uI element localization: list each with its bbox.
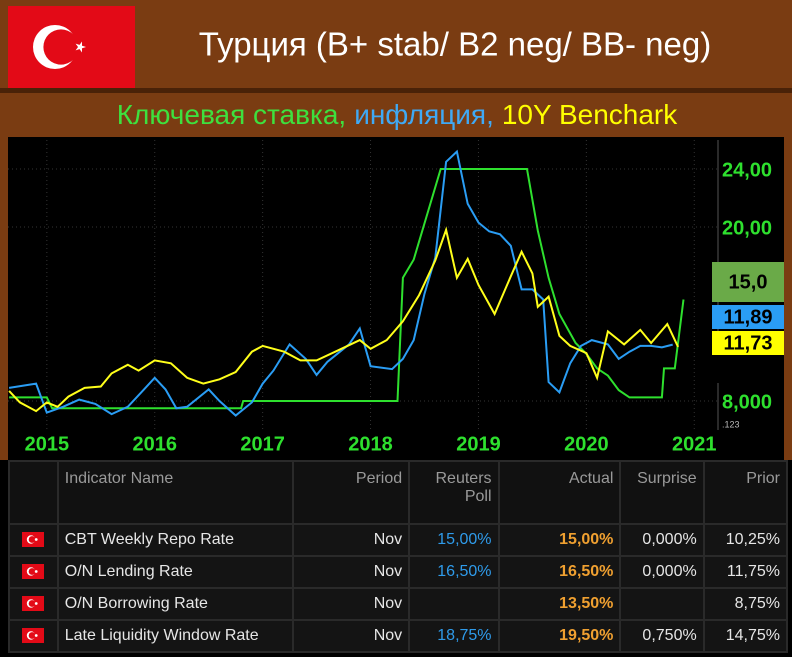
subtitle-part: инфляция, — [354, 99, 494, 130]
chart: Турция (B+ stab/ B2 neg/ BB- neg) Ключев… — [0, 0, 792, 460]
x-tick-label: 2016 — [132, 433, 177, 455]
cell-period: Nov — [292, 619, 411, 653]
cell-surprise: 0,750% — [619, 619, 705, 653]
title: Турция (B+ stab/ B2 neg/ BB- neg) — [199, 26, 711, 63]
y-tick-label: 8,000 — [722, 391, 772, 413]
row-flag — [22, 628, 45, 644]
cell-prior: 10,25% — [702, 523, 789, 557]
table-row[interactable]: CBT Weekly Repo Rate Nov 15,00% 15,00% 0,000… — [8, 523, 789, 557]
x-tick-label: 2015 — [25, 433, 70, 455]
plot-background — [8, 137, 784, 460]
cell-name: Late Liquidity Window Rate — [56, 619, 295, 653]
row-flag — [22, 596, 45, 612]
row-flag — [22, 564, 45, 580]
series-line — [8, 226, 680, 413]
cell-surprise — [619, 587, 705, 621]
y-tick-label: 20,00 — [722, 217, 772, 239]
column-header: Reuters Poll — [408, 460, 500, 525]
series-line — [9, 168, 685, 410]
subtitle: Ключевая ставка, инфляция, 10Y Benchark — [117, 99, 678, 130]
table-row[interactable]: Late Liquidity Window Rate Nov 18,75% 19,50… — [8, 619, 789, 653]
cell-poll: 18,75% — [408, 619, 500, 653]
table-row[interactable]: O/N Borrowing Rate Nov 13,50% 8,75% — [8, 587, 789, 621]
cell-period: Nov — [292, 555, 411, 589]
cell-actual: 15,00% — [497, 523, 622, 557]
x-tick-label: 2019 — [456, 433, 501, 455]
flag-cell — [8, 619, 59, 653]
last-value-label: 15,0 — [729, 271, 768, 293]
cell-surprise: 0,000% — [619, 523, 705, 557]
cell-period: Nov — [292, 587, 411, 621]
x-tick-label: 2021 — [672, 433, 717, 455]
column-header: Actual — [497, 460, 622, 525]
table-row[interactable]: O/N Lending Rate Nov 16,50% 16,50% 0,000% 11,… — [8, 555, 789, 589]
series-line — [8, 149, 673, 417]
axis-badge: .123 — [722, 419, 740, 429]
flag-star — [75, 41, 86, 53]
subtitle-part: 10Y Benchark — [502, 99, 678, 130]
cell-poll — [408, 587, 500, 621]
row-flag — [22, 532, 45, 548]
column-header: Indicator Name — [56, 460, 295, 525]
subtitle-part: Ключевая ставка, — [117, 99, 346, 130]
column-header: Surprise — [619, 460, 705, 525]
flag-column-header — [8, 460, 59, 525]
x-tick-label: 2018 — [348, 433, 393, 455]
cell-poll: 16,50% — [408, 555, 500, 589]
cell-name: CBT Weekly Repo Rate — [56, 523, 295, 557]
cell-actual: 19,50% — [497, 619, 622, 653]
last-value-tag — [712, 305, 784, 329]
flag-crescent-cut — [43, 29, 79, 65]
x-tick-label: 2017 — [240, 433, 285, 455]
flag-cell — [8, 523, 59, 557]
last-value-label: 11,89 — [724, 306, 773, 328]
cell-name: O/N Borrowing Rate — [56, 587, 295, 621]
flag-cell — [8, 587, 59, 621]
indicator-table: Indicator Name Period Reuters Poll Actual Su… — [8, 460, 789, 653]
tag-shade — [712, 355, 784, 383]
cell-poll: 15,00% — [408, 523, 500, 557]
last-value-label: 11,73 — [724, 332, 773, 354]
x-tick-label: 2020 — [564, 433, 609, 455]
cell-surprise: 0,000% — [619, 555, 705, 589]
column-header: Period — [292, 460, 411, 525]
cell-name: O/N Lending Rate — [56, 555, 295, 589]
y-tick-label: 24,00 — [722, 159, 772, 181]
cell-period: Nov — [292, 523, 411, 557]
cell-actual: 13,50% — [497, 587, 622, 621]
last-value-tag — [712, 331, 784, 355]
cell-prior: 8,75% — [702, 587, 789, 621]
flag-cell — [8, 555, 59, 589]
cell-prior: 14,75% — [702, 619, 789, 653]
column-header: Prior — [702, 460, 789, 525]
cell-actual: 16,50% — [497, 555, 622, 589]
divider — [0, 88, 792, 93]
cell-prior: 11,75% — [702, 555, 789, 589]
last-value-tag — [712, 262, 784, 302]
